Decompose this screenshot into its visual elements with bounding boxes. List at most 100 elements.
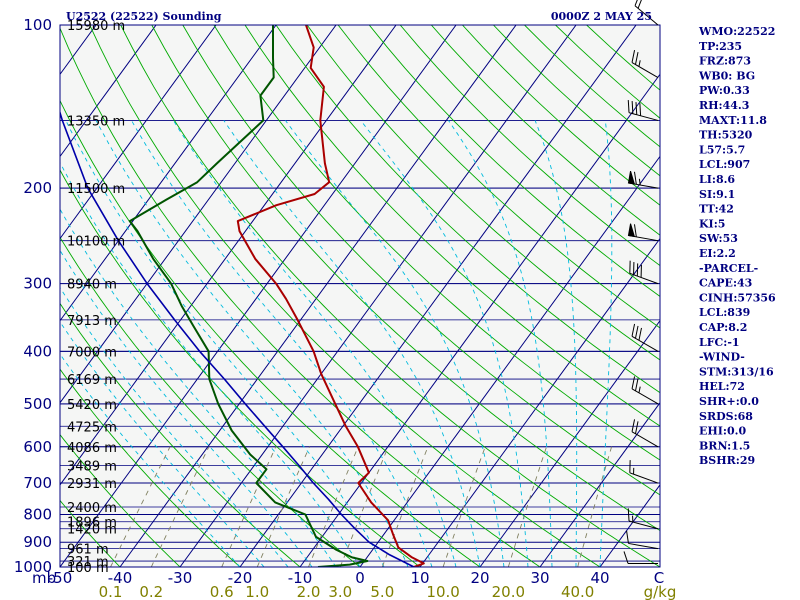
dewpoint-profile	[128, 25, 369, 567]
temperature-tick-label: -20	[228, 569, 253, 587]
isotherm-line	[60, 25, 397, 486]
pressure-tick-label: 800	[23, 505, 52, 523]
pressure-unit-label: mb	[32, 569, 56, 587]
temperature-tick-label: 20	[470, 569, 489, 587]
sounding-index-line: CAP:8.2	[699, 321, 747, 334]
moist-adiabat-line	[534, 120, 578, 567]
sounding-index-line: L57:5.7	[699, 143, 745, 156]
mixing-ratio-line	[381, 446, 429, 567]
dry-adiabat-line	[60, 368, 241, 567]
temperature-tick-label: -30	[168, 569, 193, 587]
isotherm-line	[60, 25, 457, 567]
sounding-index-line: KI:5	[699, 217, 725, 230]
dry-adiabat-line	[60, 499, 121, 567]
height-label: 2931 m	[67, 477, 117, 492]
pressure-tick-label: 600	[23, 438, 52, 456]
mixing-ratio-tick-label: 10.0	[426, 583, 459, 600]
temperature-tick-label: -10	[288, 569, 313, 587]
pressure-tick-label: 400	[23, 342, 52, 360]
chart-time: 0000Z 2 MAY 25	[551, 10, 652, 23]
temperature-profile	[236, 25, 425, 567]
height-label: 13350 m	[67, 114, 125, 129]
height-label: 10100 m	[67, 235, 125, 250]
wind-barb	[631, 376, 659, 405]
sounding-index-line: LCL:907	[699, 158, 750, 171]
sounding-index-line: STM:313/16	[699, 365, 774, 378]
height-label: 4725 m	[67, 420, 117, 435]
sounding-index-line: SI:9.1	[699, 188, 735, 201]
wind-barb	[627, 100, 659, 121]
moist-adiabat-line	[173, 120, 457, 567]
grid-layer	[60, 25, 660, 567]
dry-adiabat-line	[60, 169, 421, 567]
sounding-index-line: LFC:-1	[699, 336, 740, 349]
dry-adiabat-line	[306, 25, 660, 361]
pressure-tick-label: 300	[23, 275, 52, 293]
mixing-ratio-tick-label: 5.0	[370, 583, 394, 600]
pressure-tick-label: 1000	[14, 558, 52, 576]
sounding-index-line: LCL:839	[699, 306, 750, 319]
mixing-ratio-line	[308, 446, 359, 567]
dry-adiabat-line	[244, 25, 660, 427]
dry-adiabat-line	[337, 25, 660, 329]
isotherm-line	[419, 237, 660, 567]
isotherm-line	[119, 25, 517, 567]
sounding-index-line: TP:235	[699, 40, 742, 53]
moist-adiabat-line	[131, 120, 433, 567]
dry-adiabat-line	[89, 25, 601, 567]
isotherm-line	[239, 25, 637, 567]
height-label: 6169 m	[67, 373, 117, 388]
moist-adiabat-line	[448, 120, 553, 567]
dry-adiabat-line	[399, 25, 660, 267]
dry-adiabat-line	[213, 25, 660, 461]
pressure-tick-label: 100	[23, 16, 52, 34]
wind-barb	[631, 50, 659, 78]
mixing-ratio-tick-label: 0.6	[210, 583, 234, 600]
sounding-index-line: SRDS:68	[699, 410, 753, 423]
sounding-index-line: -WIND-	[699, 351, 745, 364]
mixing-ratio-tick-label: 0.2	[139, 583, 163, 600]
wind-barb	[627, 508, 659, 530]
mixing-ratio-line	[256, 446, 310, 567]
pressure-tick-label: 700	[23, 474, 52, 492]
moist-adiabat-line	[60, 249, 313, 567]
height-label: 5420 m	[67, 398, 117, 413]
moist-adiabat-line	[65, 120, 385, 567]
sounding-index-line: SW:53	[699, 232, 738, 245]
temperature-tick-label: -50	[48, 569, 73, 587]
mixing-ratio-tick-label: 3.0	[328, 583, 352, 600]
temperature-tick-label: 30	[530, 569, 549, 587]
mixing-ratio-line	[339, 446, 389, 567]
height-label: 100 m	[67, 561, 109, 576]
temperature-unit-label: C	[654, 569, 664, 587]
isotherm-line	[539, 401, 660, 567]
profile-layer	[60, 25, 425, 567]
mixing-ratio-unit-label: g/kg	[644, 583, 677, 600]
sounding-index-line: TT:42	[699, 203, 734, 216]
sounding-index-line: CINH:57356	[699, 291, 776, 304]
pressure-tick-label: 500	[23, 395, 52, 413]
dry-adiabat-line	[60, 27, 541, 567]
height-label: 321 m	[67, 555, 109, 570]
height-label: 1896 m	[67, 516, 117, 531]
height-label: 7000 m	[67, 345, 117, 360]
sounding-index-line: BRN:1.5	[699, 439, 750, 452]
mixing-ratio-line	[577, 446, 613, 567]
height-label: 7913 m	[67, 314, 117, 329]
moist-adiabat-line	[599, 120, 613, 567]
moist-adiabat-line	[60, 208, 337, 567]
dry-adiabat-line	[275, 25, 660, 394]
wind-barb	[623, 551, 658, 564]
height-label: 3489 m	[67, 460, 117, 475]
height-label: 2400 m	[67, 501, 117, 516]
wind-barb	[631, 323, 659, 352]
sounding-index-line: CAPE:43	[699, 277, 752, 290]
sounding-index-line: -PARCEL-	[699, 262, 758, 275]
wind-barb	[629, 460, 659, 484]
height-label: 8940 m	[67, 278, 117, 293]
height-label: 11500 m	[67, 182, 125, 197]
isotherm-line	[60, 25, 277, 322]
